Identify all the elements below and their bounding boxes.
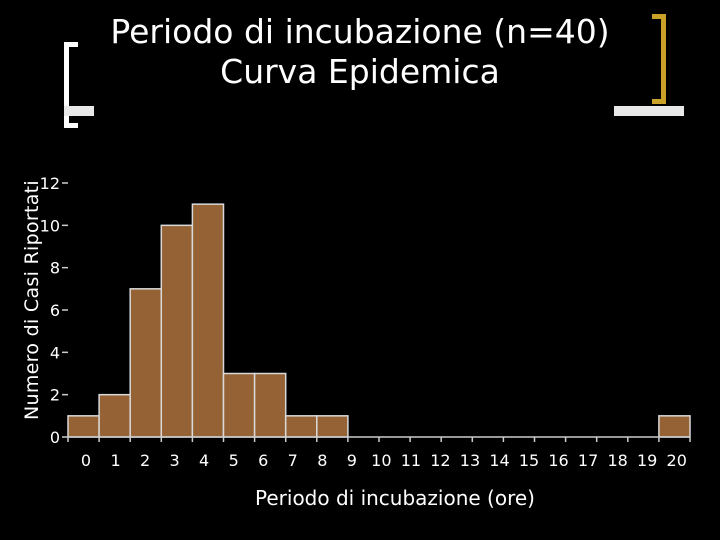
histogram-bar-2-3 [129, 288, 163, 438]
histogram-bar-1-2 [98, 393, 131, 438]
histogram-bar-6-7 [253, 372, 287, 438]
x-tick-label-10: 10 [371, 451, 391, 470]
x-tick-label-12: 12 [430, 451, 450, 470]
histogram-bar-19-20 [658, 415, 691, 438]
x-axis-label: Periodo di incubazione (ore) [255, 486, 535, 510]
x-tick-label-1: 1 [110, 451, 120, 470]
y-tick-label-0: 0 [50, 428, 60, 447]
chart-title: Periodo di incubazione (n=40) Curva Epid… [0, 12, 720, 92]
x-tick-label-17: 17 [578, 451, 598, 470]
y-tick-label-2: 2 [50, 386, 60, 405]
x-tick-label-18: 18 [607, 451, 627, 470]
x-tick-label-5: 5 [229, 451, 239, 470]
histogram-bar-3-4 [160, 224, 194, 438]
histogram-bar-0-1 [67, 415, 100, 438]
x-tick-label-15: 15 [519, 451, 539, 470]
x-tick-label-13: 13 [460, 451, 480, 470]
x-tick-label-16: 16 [548, 451, 568, 470]
y-tick-label-8: 8 [50, 259, 60, 278]
x-tick-label-2: 2 [140, 451, 150, 470]
x-tick-label-19: 19 [637, 451, 657, 470]
chart-title-line-2: Curva Epidemica [220, 52, 500, 91]
x-tick-label-11: 11 [401, 451, 421, 470]
x-tick-label-0: 0 [81, 451, 91, 470]
histogram-bar-7-8 [284, 415, 318, 438]
frame-line-left [64, 106, 94, 116]
title-bracket-right [652, 14, 666, 104]
histogram-bar-8-9 [316, 415, 349, 438]
x-tick-label-4: 4 [199, 451, 209, 470]
x-tick-label-9: 9 [347, 451, 357, 470]
x-tick-label-14: 14 [489, 451, 509, 470]
y-tick-label-6: 6 [50, 301, 60, 320]
frame-line-right [614, 106, 684, 116]
y-tick-label-4: 4 [50, 343, 60, 362]
y-axis-label: Numero di Casi Riportati [21, 179, 43, 421]
x-tick-label-6: 6 [258, 451, 268, 470]
histogram-bar-5-6 [222, 372, 256, 438]
histogram-bar-4-5 [191, 203, 225, 438]
title-bracket-left [64, 42, 78, 128]
x-tick-label-7: 7 [288, 451, 298, 470]
x-tick-label-3: 3 [170, 451, 180, 470]
y-tick-label-12: 12 [40, 174, 60, 193]
x-tick-label-8: 8 [317, 451, 327, 470]
chart-title-line-1: Periodo di incubazione (n=40) [110, 12, 610, 51]
y-tick-label-10: 10 [40, 216, 60, 235]
x-tick-label-20: 20 [667, 451, 687, 470]
